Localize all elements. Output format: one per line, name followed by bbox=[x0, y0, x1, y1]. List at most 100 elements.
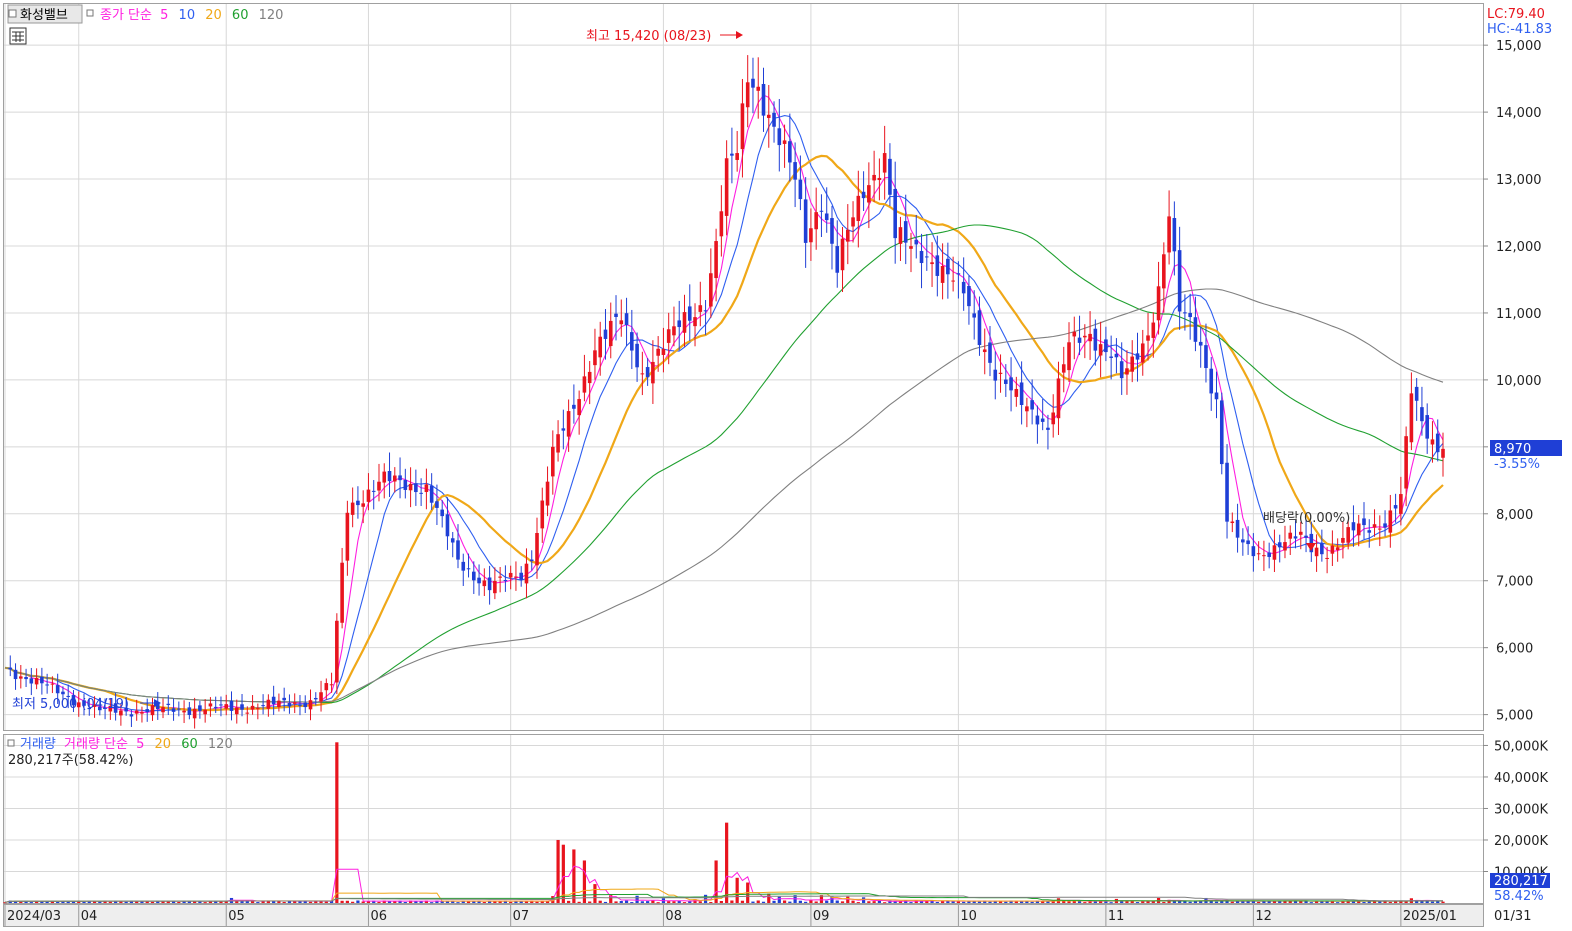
volume-bar bbox=[108, 901, 112, 903]
volume-bar bbox=[1367, 900, 1371, 903]
candle-body bbox=[645, 367, 650, 378]
volume-bar bbox=[198, 900, 202, 903]
candle-body bbox=[519, 572, 524, 580]
price-tick-label: 5,000 bbox=[1496, 709, 1533, 724]
candle-body bbox=[1383, 523, 1387, 528]
candle-body bbox=[1177, 250, 1182, 312]
candle-body bbox=[92, 704, 97, 707]
volume-bar bbox=[145, 900, 149, 903]
volume-bar bbox=[788, 901, 792, 903]
candle-body bbox=[856, 195, 861, 222]
candle-body bbox=[1325, 557, 1329, 559]
volume-bar bbox=[461, 900, 465, 903]
volume-bar bbox=[66, 900, 70, 903]
candle-body bbox=[1409, 393, 1414, 443]
candle-body bbox=[261, 705, 265, 707]
x-tick-label: 09 bbox=[813, 909, 830, 924]
candle-body bbox=[450, 538, 455, 543]
volume-bar bbox=[972, 900, 976, 903]
volume-bar bbox=[846, 896, 850, 903]
candle-body bbox=[582, 376, 587, 393]
volume-bar bbox=[619, 901, 623, 903]
volume-bar bbox=[219, 901, 223, 903]
candle-body bbox=[1140, 343, 1145, 363]
candle-body bbox=[82, 700, 86, 706]
candle-body bbox=[1283, 542, 1287, 551]
volume-bar bbox=[19, 901, 23, 903]
title-box[interactable] bbox=[7, 4, 83, 24]
candle-body bbox=[1119, 361, 1124, 379]
candle-body bbox=[1225, 462, 1229, 522]
candle-body bbox=[782, 140, 787, 144]
candle-body bbox=[1093, 328, 1098, 351]
candle-body bbox=[556, 434, 560, 453]
candle-body bbox=[835, 246, 840, 273]
candle-body bbox=[350, 502, 355, 515]
volume-bar bbox=[951, 901, 955, 903]
candle-body bbox=[830, 218, 834, 244]
candle-body bbox=[129, 714, 134, 717]
candle-body bbox=[1214, 392, 1219, 400]
volume-bar bbox=[1309, 902, 1313, 904]
candle-body bbox=[335, 620, 339, 683]
volume-bar bbox=[329, 900, 334, 903]
candle-body bbox=[956, 273, 961, 275]
candle-body bbox=[1104, 339, 1108, 353]
volume-bar bbox=[424, 900, 428, 903]
volume-bar bbox=[767, 893, 771, 903]
candle-body bbox=[551, 446, 555, 477]
volume-bar bbox=[324, 901, 328, 903]
volume-bar bbox=[1404, 901, 1408, 903]
candle-body bbox=[1341, 537, 1345, 543]
candle-body bbox=[961, 281, 966, 294]
x-tick-label: 10 bbox=[960, 909, 977, 924]
volume-bar bbox=[308, 901, 313, 903]
volume-percent: 58.42% bbox=[1494, 889, 1544, 904]
volume-bar bbox=[1388, 901, 1392, 903]
candle-body bbox=[340, 562, 344, 623]
volume-bar bbox=[1077, 900, 1082, 903]
volume-bar bbox=[3, 902, 7, 904]
volume-bar bbox=[804, 901, 808, 903]
candle-body bbox=[1246, 540, 1250, 545]
volume-bar bbox=[1167, 899, 1171, 903]
candle-body bbox=[1035, 415, 1040, 425]
candle-body bbox=[429, 485, 434, 503]
volume-bar bbox=[967, 900, 971, 903]
volume-bar bbox=[277, 900, 281, 903]
candle-body bbox=[1109, 356, 1113, 358]
title-box-icon bbox=[8, 9, 17, 18]
volume-legend-icon bbox=[7, 739, 15, 747]
volume-bar bbox=[114, 900, 118, 903]
volume-bar bbox=[1009, 900, 1013, 903]
volume-bar bbox=[572, 849, 576, 903]
x-tick-label: 08 bbox=[665, 909, 682, 924]
volume-bar bbox=[366, 900, 371, 903]
candle-body bbox=[766, 114, 771, 118]
candle-body bbox=[124, 707, 128, 712]
candle-body bbox=[1420, 407, 1424, 422]
candle-body bbox=[271, 696, 276, 705]
candle-body bbox=[34, 677, 39, 685]
candle-body bbox=[1051, 412, 1056, 425]
volume-bar bbox=[1041, 901, 1045, 903]
volume-bar bbox=[408, 900, 413, 903]
candle-body bbox=[614, 313, 618, 317]
volume-bar bbox=[1288, 900, 1292, 903]
candle-body bbox=[877, 177, 882, 181]
volume-bar bbox=[877, 900, 881, 903]
candle-body bbox=[234, 707, 239, 715]
price-tick-label: 11,000 bbox=[1496, 307, 1542, 322]
legend-period-120: 120 bbox=[259, 8, 284, 23]
price-tick-label: 10,000 bbox=[1496, 374, 1542, 389]
candle-body bbox=[1241, 539, 1245, 543]
candle-body bbox=[40, 676, 44, 684]
volume-bar bbox=[488, 900, 492, 903]
x-tick-label: 04 bbox=[81, 909, 98, 924]
candle-body bbox=[187, 707, 192, 715]
candle-body bbox=[682, 312, 687, 333]
candle-body bbox=[1193, 317, 1198, 342]
volume-bar bbox=[29, 902, 33, 904]
volume-bar bbox=[250, 900, 255, 903]
calculator-icon[interactable] bbox=[9, 27, 27, 45]
